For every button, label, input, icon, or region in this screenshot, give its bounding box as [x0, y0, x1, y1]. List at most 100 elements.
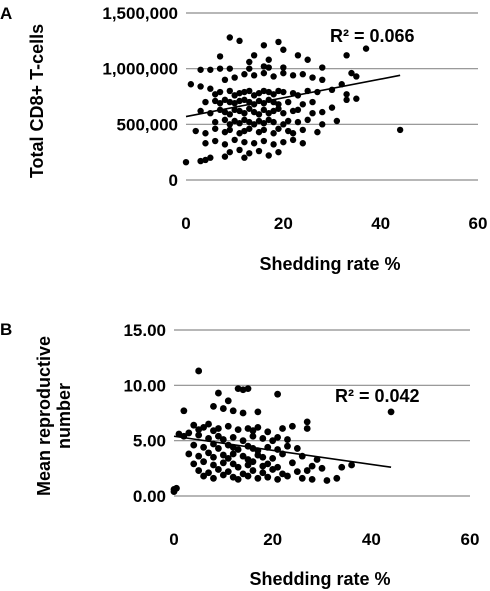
panel-a-data-point-4: [362, 45, 370, 52]
panel-a-data-point-125: [246, 125, 253, 132]
panel-b-data-point-20: [224, 422, 232, 430]
panel-b-data-point-21: [234, 426, 242, 433]
panel-b-data-point-37: [229, 433, 237, 441]
panel-a-y-tick-label-2: 1,000,000: [102, 60, 178, 79]
panel-a-data-point-141: [260, 137, 268, 145]
panel-a-data-point-142: [270, 141, 277, 148]
panel-a-data-point-105: [241, 116, 248, 124]
panel-a-data-point-42: [236, 89, 243, 97]
panel-b-data-point-47: [215, 445, 222, 452]
panel-b-data-point-76: [219, 459, 227, 467]
panel-a-data-point-31: [280, 69, 287, 77]
panel-a-data-point-153: [197, 157, 204, 165]
panel-b-data-point-62: [219, 451, 227, 459]
panel-b-data-point-33: [195, 431, 203, 439]
panel-a-y-tick-label-3: 1,500,000: [102, 4, 178, 23]
panel-a-data-point-95: [289, 107, 297, 115]
panel-b-data-point-3: [244, 385, 252, 393]
panel-b-data-point-108: [274, 476, 281, 483]
panel-a-data-point-83: [226, 111, 233, 118]
panel-a-data-point-58: [343, 91, 350, 98]
panel-b-data-point-78: [234, 463, 242, 471]
panel-a-data-point-61: [216, 99, 224, 107]
panel-a-data-point-134: [396, 126, 404, 134]
panel-a-data-point-137: [221, 141, 229, 148]
panel-a-data-point-85: [236, 107, 243, 115]
panel-b-y-tick-label-1: 5.00: [133, 432, 166, 451]
panel-b-data-point-110: [298, 474, 306, 482]
panel-b-data-point-99: [303, 467, 311, 474]
panel-a-data-point-66: [241, 96, 248, 104]
panel-a-data-point-149: [255, 147, 263, 155]
panel-b-data-point-84: [289, 459, 296, 467]
panel-a-data-point-48: [265, 88, 272, 96]
panel-a-data-point-109: [260, 120, 268, 127]
panel-b-data-point-106: [254, 474, 262, 482]
panel-a-data-point-12: [304, 56, 311, 63]
panel-a-data-point-129: [275, 125, 282, 132]
panel-a-data-point-128: [270, 130, 277, 137]
panel-a-data-point-24: [207, 85, 214, 92]
panel-a-data-point-64: [231, 99, 238, 107]
panel-a-x-tick-label-3: 60: [469, 214, 488, 233]
panel-b-data-point-68: [259, 453, 267, 461]
panel-a-data-point-124: [241, 127, 248, 135]
panel-a-data-point-155: [207, 154, 214, 161]
panel-b-data-point-16: [200, 423, 208, 431]
panel-b-y-axis-title-line-1: Mean reproductive: [34, 336, 54, 496]
panel-a-data-point-145: [299, 140, 306, 147]
panel-a-data-point-152: [182, 158, 190, 166]
panel-b-data-point-38: [239, 437, 247, 445]
panel-b-data-point-9: [219, 405, 227, 412]
panel-b-data-point-79: [244, 461, 252, 469]
panel-a-data-point-139: [241, 138, 248, 146]
panel-b-data-point-95: [259, 469, 267, 477]
panel-a-data-point-17: [246, 65, 253, 72]
panel-b-data-point-88: [348, 461, 355, 469]
panel-b-data-point-5: [215, 389, 222, 397]
panel-b-data-point-24: [254, 423, 262, 431]
panel-b-y-tick-label-3: 15.00: [123, 321, 166, 340]
panel-a-data-point-47: [260, 87, 268, 95]
panel-a-data-point-156: [221, 153, 229, 160]
panel-a-data-point-112: [280, 121, 287, 128]
panel-a-data-point-33: [299, 71, 306, 78]
panel-b-data-point-109: [284, 472, 291, 480]
panel-a-data-point-121: [221, 128, 229, 136]
panel-b-data-point-90: [205, 469, 212, 477]
panel-b-data-point-105: [244, 472, 252, 480]
panel-a-data-point-143: [280, 138, 287, 146]
panel-b-data-point-107: [264, 473, 272, 481]
panel-a-data-point-111: [270, 118, 277, 126]
panel-a-points: [182, 34, 404, 166]
panel-b-data-point-75: [210, 461, 217, 469]
panel-b-data-point-94: [249, 467, 257, 474]
panel-b-x-tick-label-2: 40: [362, 530, 381, 549]
panel-b-data-point-104: [234, 476, 242, 483]
panel-a-data-point-41: [231, 92, 238, 99]
panel-b-data-point-28: [303, 418, 311, 426]
panel-b-data-point-72: [313, 456, 321, 463]
panel-b-data-point-7: [180, 407, 188, 415]
panel-a-data-point-74: [285, 98, 292, 106]
panel-a-data-point-44: [246, 87, 253, 95]
panel-b-data-point-111: [308, 476, 316, 483]
panel-a-data-point-108: [255, 117, 263, 125]
panel-a-data-point-79: [197, 107, 204, 115]
panel-a-data-point-63: [226, 98, 233, 106]
panel-a-data-point-135: [202, 140, 209, 147]
panel-a-data-point-101: [221, 116, 229, 124]
panel-a-data-point-35: [319, 76, 326, 84]
panel-b-data-point-44: [190, 441, 198, 449]
panel-b-data-point-73: [190, 460, 198, 468]
panel-b-data-point-14: [190, 421, 198, 429]
panel-a-data-point-21: [260, 63, 268, 70]
panel-b-y-tick-label-0: 0.00: [133, 487, 166, 506]
panel-a-data-point-103: [231, 117, 238, 125]
panel-a-data-point-3: [280, 46, 287, 53]
panel-a-data-point-37: [353, 73, 360, 80]
panel-b-data-point-64: [229, 450, 237, 458]
panel-a-data-point-29: [260, 69, 268, 77]
panel-b-data-point-91: [215, 466, 222, 473]
panel-b-data-point-42: [274, 433, 281, 441]
